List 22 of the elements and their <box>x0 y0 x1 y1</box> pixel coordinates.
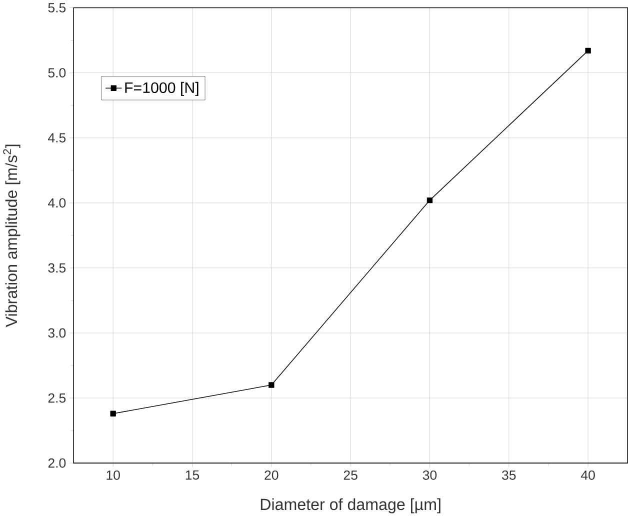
point <box>110 410 116 416</box>
x-tick-label: 30 <box>422 470 437 480</box>
point <box>268 382 274 388</box>
legend-label: F=1000 [N] <box>125 82 198 96</box>
y-tick-label: 5.5 <box>48 2 66 12</box>
y-tick-label: 5.0 <box>48 68 66 78</box>
y-tick-label: 2.5 <box>48 393 66 402</box>
point <box>585 48 591 54</box>
x-tick-label: 10 <box>106 470 120 480</box>
y-tick-label: 4.0 <box>48 198 66 208</box>
y-tick-label: 4.5 <box>48 133 66 142</box>
x-axis-title: Diameter of damage [µm] <box>260 498 440 514</box>
x-tick-label: 15 <box>186 470 200 480</box>
y-tick-label: 2.0 <box>48 458 66 468</box>
x-tick-label: 25 <box>344 470 358 480</box>
x-tick-label: 20 <box>264 470 278 480</box>
x-tick-label: 40 <box>580 470 595 480</box>
y-tick-label: 3.5 <box>48 263 66 272</box>
point <box>426 197 433 203</box>
x-tick-label: 35 <box>502 470 516 480</box>
y-tick-label: 3.0 <box>48 328 66 338</box>
y-axis-title: Vibration amplitude [m/s$^{2}$] <box>3 144 20 327</box>
